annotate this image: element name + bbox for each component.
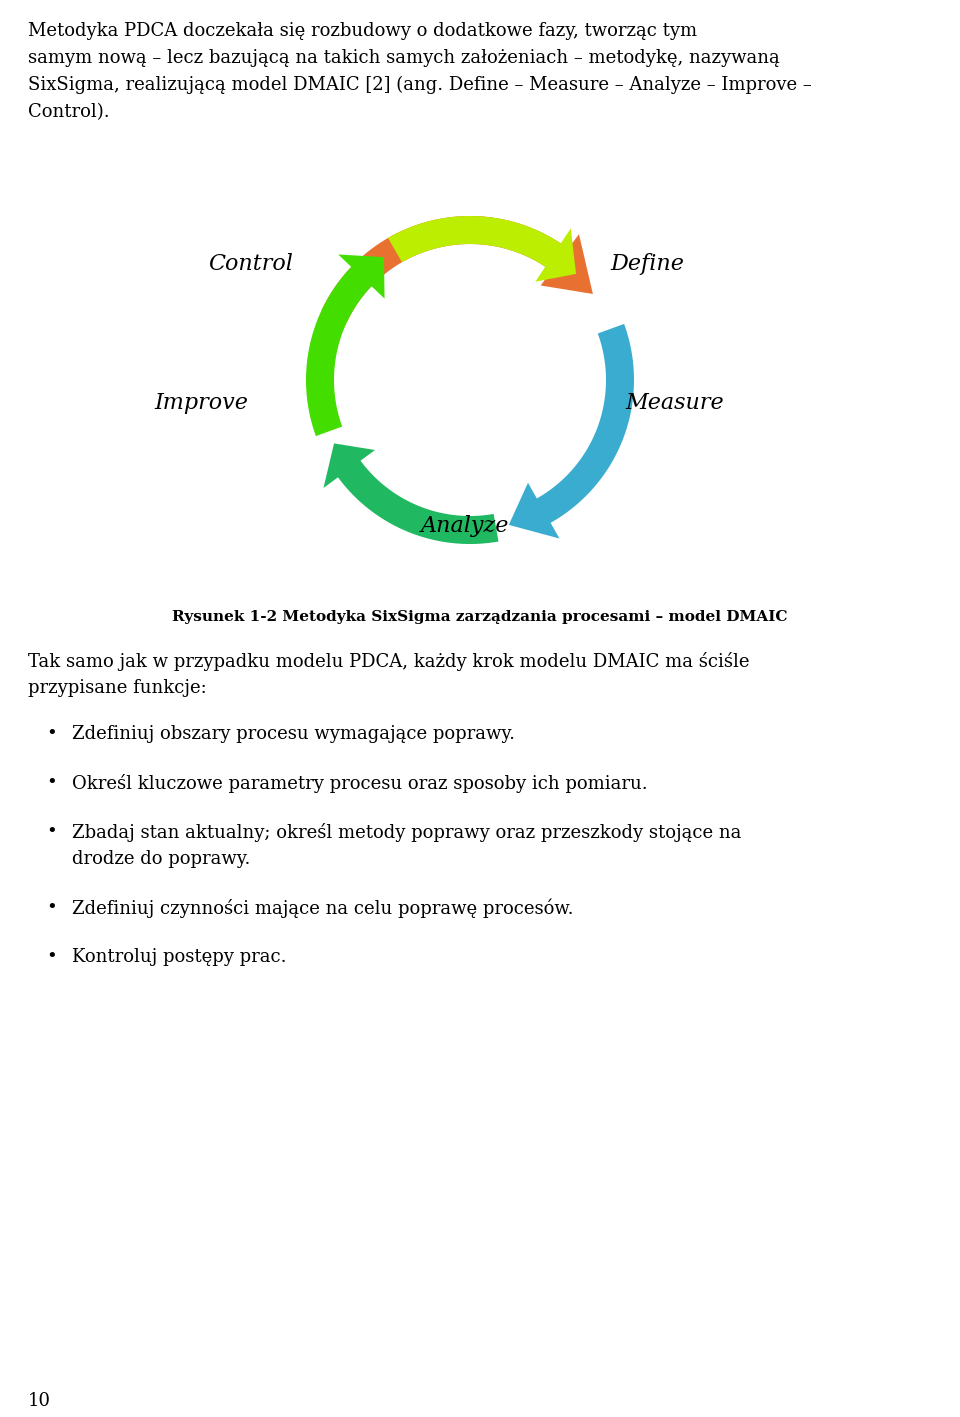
Text: •: • <box>47 898 58 917</box>
Text: Zdefiniuj czynności mające na celu poprawę procesów.: Zdefiniuj czynności mające na celu popra… <box>72 898 573 918</box>
Text: Kontroluj postępy prac.: Kontroluj postępy prac. <box>72 948 286 966</box>
Text: Metodyka PDCA doczekała się rozbudowy o dodatkowe fazy, tworząc tym: Metodyka PDCA doczekała się rozbudowy o … <box>28 23 697 40</box>
Text: Define: Define <box>610 254 684 275</box>
Polygon shape <box>322 215 593 323</box>
Text: •: • <box>47 948 58 966</box>
Text: Improve: Improve <box>155 393 248 414</box>
Text: Control: Control <box>208 254 293 275</box>
Text: Zbadaj stan aktualny; określ metody poprawy oraz przeszkody stojące na: Zbadaj stan aktualny; określ metody popr… <box>72 823 741 842</box>
Polygon shape <box>509 324 634 538</box>
Polygon shape <box>306 255 385 436</box>
Polygon shape <box>324 444 498 544</box>
Text: drodze do poprawy.: drodze do poprawy. <box>72 850 251 869</box>
Text: Measure: Measure <box>625 393 724 414</box>
Text: Analyze: Analyze <box>420 514 509 537</box>
Text: Rysunek 1-2 Metodyka SixSigma zarządzania procesami – model DMAIC: Rysunek 1-2 Metodyka SixSigma zarządzani… <box>172 609 788 623</box>
Text: •: • <box>47 823 58 842</box>
Text: przypisane funkcje:: przypisane funkcje: <box>28 679 206 697</box>
Text: Tak samo jak w przypadku modelu PDCA, każdy krok modelu DMAIC ma ściśle: Tak samo jak w przypadku modelu PDCA, ka… <box>28 652 750 672</box>
Text: •: • <box>47 774 58 792</box>
Text: •: • <box>47 726 58 743</box>
Text: Określ kluczowe parametry procesu oraz sposoby ich pomiaru.: Określ kluczowe parametry procesu oraz s… <box>72 774 648 794</box>
Text: Control).: Control). <box>28 103 109 120</box>
Text: Zdefiniuj obszary procesu wymagające poprawy.: Zdefiniuj obszary procesu wymagające pop… <box>72 726 515 743</box>
Text: samym nową – lecz bazującą na takich samych założeniach – metodykę, nazywaną: samym nową – lecz bazującą na takich sam… <box>28 50 780 67</box>
Text: SixSigma, realizującą model DMAIC [2] (ang. Define – Measure – Analyze – Improve: SixSigma, realizującą model DMAIC [2] (a… <box>28 77 812 95</box>
Polygon shape <box>388 215 576 282</box>
Text: 10: 10 <box>28 1391 51 1410</box>
